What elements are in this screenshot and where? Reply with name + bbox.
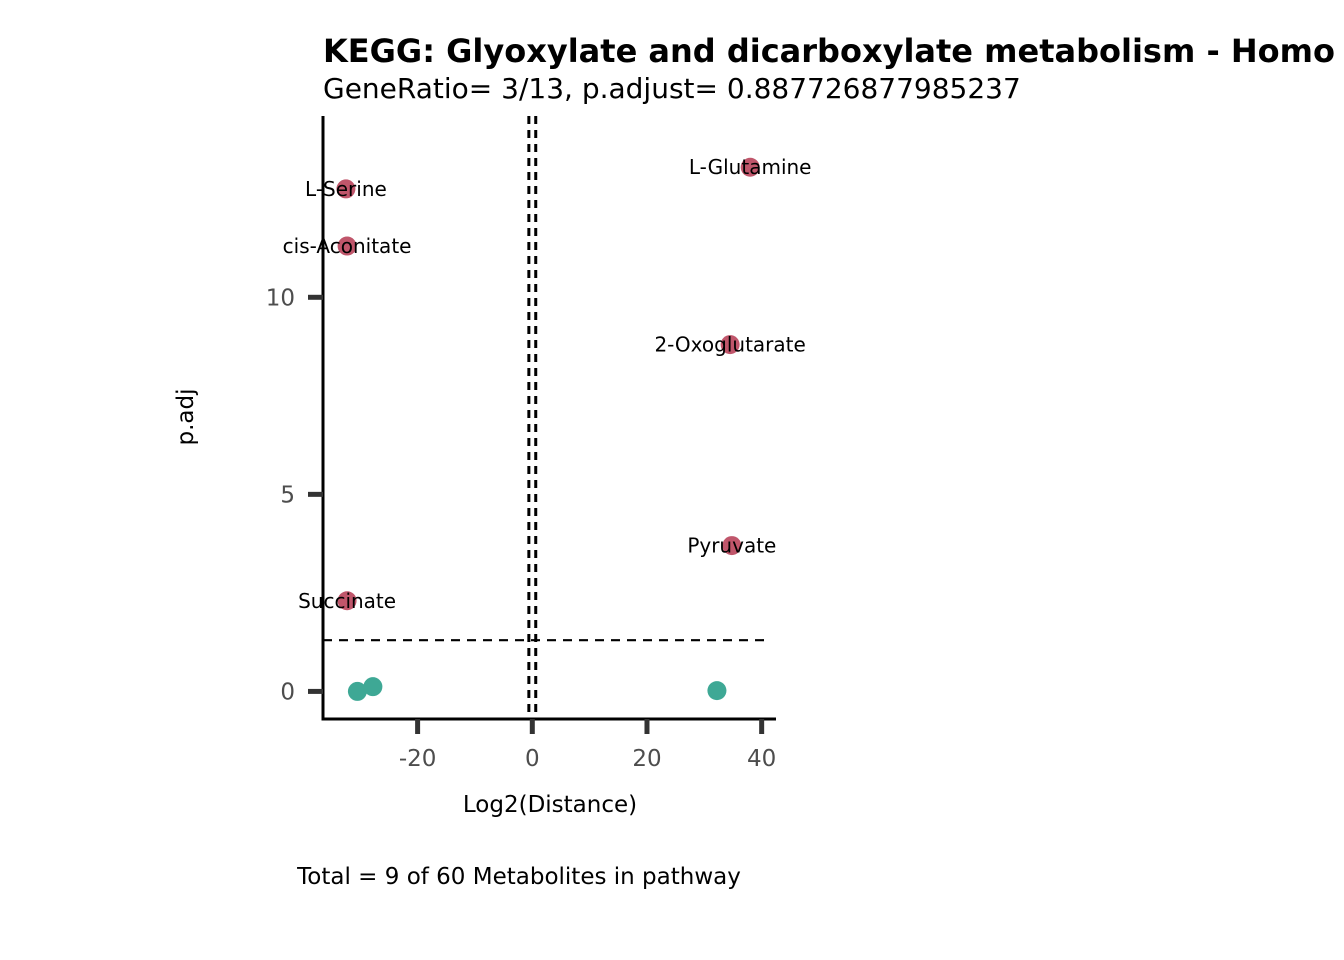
y-tick-label: 10 [266,285,295,311]
data-point-label: Succinate [298,589,396,613]
x-tick-label: 0 [525,746,540,772]
chart-caption: Total = 9 of 60 Metabolites in pathway [296,864,741,890]
data-point [707,681,726,700]
data-point [363,677,382,696]
data-point-label: Pyruvate [687,534,776,558]
y-tick-label: 5 [280,482,295,508]
chart-title: KEGG: Glyoxylate and dicarboxylate metab… [323,32,1335,70]
x-tick-label: 20 [632,746,661,772]
data-point-label: cis-Aconitate [283,234,412,258]
x-tick-label: -20 [399,746,437,772]
chart-subtitle: GeneRatio= 3/13, p.adjust= 0.88772687798… [323,72,1021,105]
data-point-label: 2-Oxoglutarate [654,333,805,357]
plot-area: -20 0 20 40 0 5 10 L-Glutamine L-Serine cis-Aconi… [266,116,812,772]
x-tick-label: 40 [747,746,776,772]
data-point-label: L-Serine [305,177,387,201]
y-axis-title: p.adj [173,389,199,446]
data-point-label: L-Glutamine [689,155,812,179]
x-axis-title: Log2(Distance) [463,792,637,818]
y-tick-label: 0 [280,679,295,705]
